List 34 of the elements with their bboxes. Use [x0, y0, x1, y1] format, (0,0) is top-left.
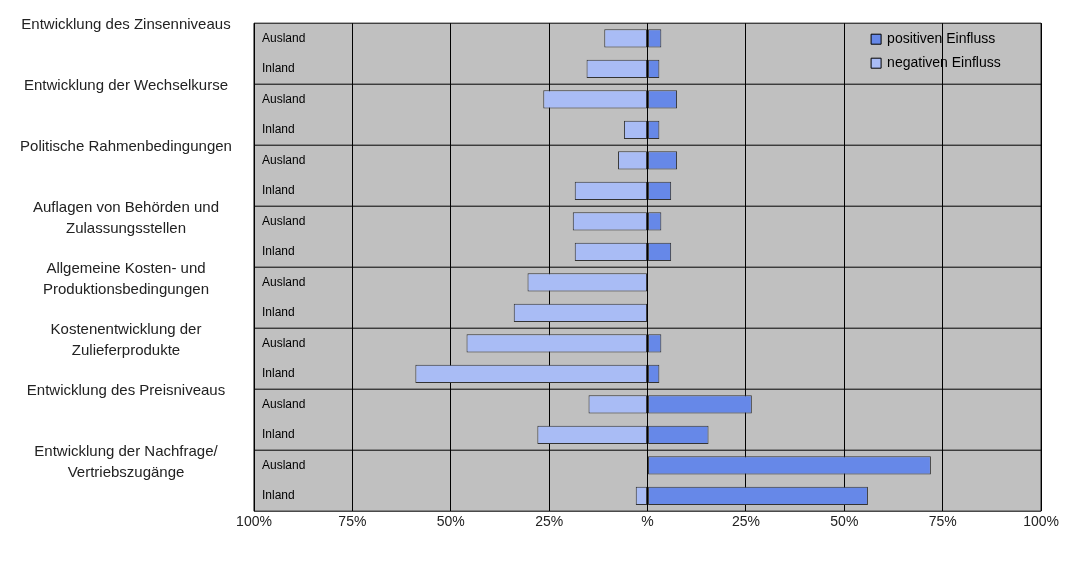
- y-tick-label: Ausland: [262, 396, 306, 411]
- x-tick-label: 25%: [731, 513, 760, 530]
- x-tick-label: 100%: [1023, 513, 1059, 530]
- x-tick-label: 75%: [928, 513, 957, 530]
- x-tick-label: 100%: [236, 513, 272, 530]
- y-tick-label: Ausland: [262, 213, 306, 228]
- text: Entwicklung der Wechselkurse: [24, 75, 228, 93]
- y-tick-label: Ausland: [262, 457, 306, 472]
- text: Politische Rahmenbedingungen: [20, 136, 232, 154]
- y-tick-label: Inland: [262, 61, 295, 76]
- legend-label: positiven Einfluss: [887, 30, 996, 47]
- y-tick-label: Ausland: [262, 152, 306, 167]
- x-tick-label: 75%: [338, 513, 367, 530]
- text: Kostenentwicklung der Zulieferprodukte: [50, 319, 202, 358]
- y-tick-label: Ausland: [262, 335, 306, 350]
- y-tick-label: Inland: [262, 122, 295, 137]
- text: Auflagen von Behörden und Zulassungsstellen: [33, 197, 219, 236]
- text: Entwicklung des Preisniveaus: [26, 380, 226, 398]
- y-tick-label: Ausland: [262, 91, 306, 106]
- y-tick-label: Inland: [262, 244, 295, 259]
- text: Entwicklung des Zinsenniveaus: [21, 14, 231, 32]
- y-tick-label: Inland: [262, 366, 295, 381]
- y-tick-label: Inland: [262, 427, 295, 442]
- x-tick-label: 50%: [436, 513, 465, 530]
- y-tick-label: Inland: [262, 183, 295, 198]
- y-tick-label: Ausland: [262, 274, 306, 289]
- y-tick-label: Ausland: [262, 30, 306, 45]
- x-tick-label: %: [641, 513, 654, 530]
- y-tick-label: Inland: [262, 488, 295, 503]
- x-tick-label: 25%: [535, 513, 564, 530]
- y-tick-label: Inland: [262, 305, 295, 320]
- text: Allgemeine Kosten- und Produktionsbedingungen: [43, 258, 209, 297]
- text: Entwicklung der Nachfrage/ Vertriebszugänge: [34, 441, 219, 480]
- x-tick-label: 50%: [830, 513, 859, 530]
